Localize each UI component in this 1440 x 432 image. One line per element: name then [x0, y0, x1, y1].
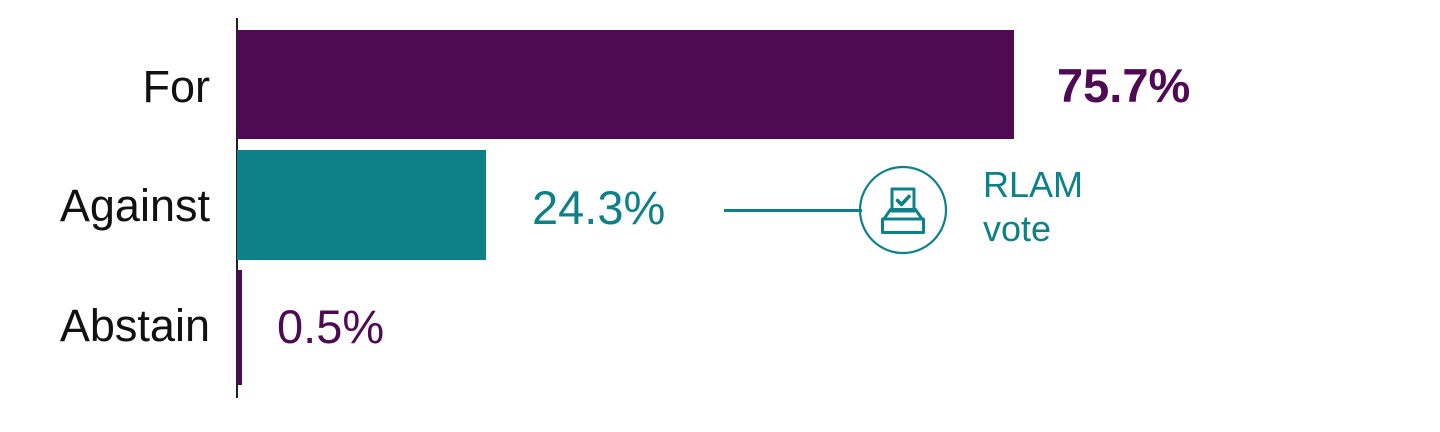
callout-label-line-2: vote: [983, 207, 1052, 249]
category-label-for: For: [142, 61, 211, 112]
value-label-against: 24.3%: [532, 181, 666, 234]
bar-for: [237, 30, 1014, 139]
callout-badge: [858, 165, 948, 255]
callout-label-line-1: RLAM: [983, 164, 1084, 205]
category-label-against: Against: [59, 180, 210, 231]
value-label-for: 75.7%: [1057, 59, 1191, 112]
bar-abstain: [237, 270, 242, 385]
ballot-box-icon: [858, 165, 948, 255]
value-label-abstain: 0.5%: [277, 300, 385, 353]
callout-label: RLAM vote: [983, 163, 1083, 251]
category-label-abstain: Abstain: [59, 300, 210, 351]
bar-against: [237, 150, 486, 260]
callout-leader-line: [724, 209, 862, 212]
